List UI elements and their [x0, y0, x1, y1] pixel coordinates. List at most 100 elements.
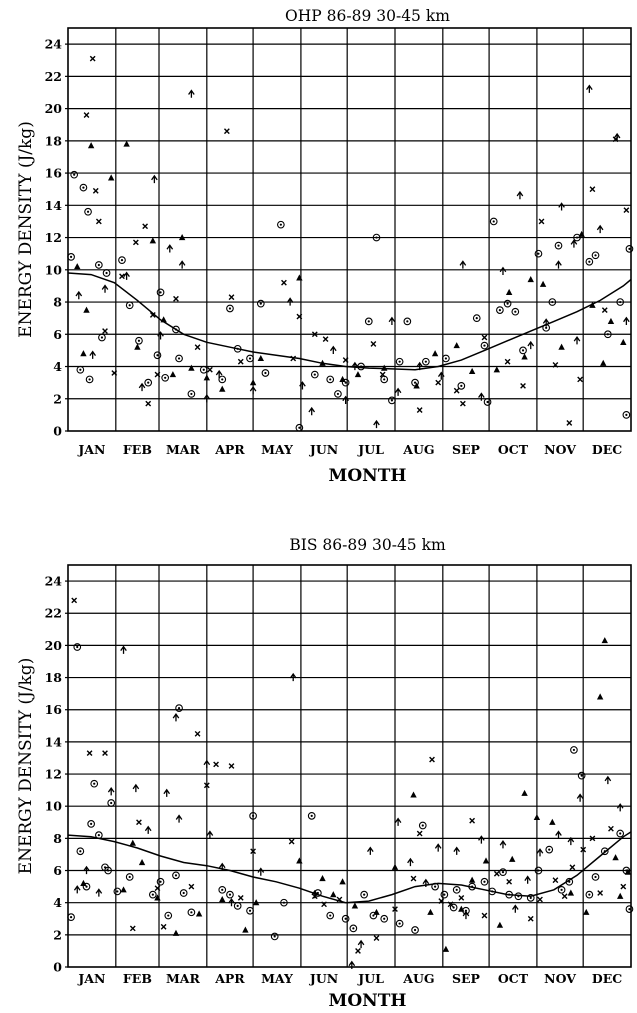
ohp-point-circle-dot — [98, 333, 106, 342]
ohp-point-circle-dot-ring — [187, 390, 196, 398]
ohp-point-cross — [223, 128, 230, 135]
bis-point-arrow — [524, 875, 531, 884]
ohp-point-arrow — [151, 174, 158, 184]
ohp-point-circle-dot-ring — [483, 398, 492, 406]
ohp-month-label: MAR — [166, 442, 201, 457]
ohp-point-cross — [520, 382, 526, 389]
ohp-point-circle-dot-dot — [444, 357, 448, 360]
bis-point-triangle — [496, 921, 504, 928]
bis-point-triangle — [624, 868, 632, 875]
ohp-plot-frame — [67, 27, 632, 432]
bis-point-arrow — [172, 713, 180, 722]
ohp-point-arrow — [286, 297, 294, 306]
bis-point-cross — [250, 848, 256, 855]
ohp-point-circle-dot-ring — [153, 351, 162, 360]
bis-point-arrow — [203, 759, 211, 768]
ohp-point-triangle — [578, 230, 585, 237]
ohp-point-triangle — [493, 366, 501, 373]
bis-point-circle-dot — [369, 911, 378, 920]
ohp-point-circle-dot-ring — [310, 370, 319, 379]
bis-point-circle-dot — [125, 873, 134, 881]
ohp-ytick-label: 16 — [45, 166, 63, 181]
ohp-point-cross — [83, 112, 90, 118]
ohp-point-circle-dot-ring — [295, 423, 304, 432]
bis-point-circle-dot-ring — [625, 905, 634, 913]
bis-point-cross — [429, 756, 435, 763]
bis-point-circle-dot-dot — [248, 909, 252, 912]
ohp-point-circle-dot — [85, 375, 94, 384]
ohp-point-arrow — [178, 260, 186, 269]
bis-point-triangle — [549, 818, 556, 825]
ohp-point-circle-dot — [310, 370, 319, 379]
bis-point-circle-dot-dot — [628, 908, 631, 911]
ohp-point-cross — [296, 313, 303, 320]
bis-point-circle-dot-ring — [104, 866, 112, 875]
ohp-point-circle-dot-dot — [498, 309, 501, 312]
ohp-point-circle-dot-ring — [548, 298, 557, 306]
ohp-month-label: AUG — [402, 442, 434, 457]
ohp-point-cross — [95, 218, 102, 225]
bis-point-circle-dot — [148, 890, 157, 899]
ohp-point-circle-dot-dot — [177, 357, 181, 360]
ohp-point-circle-dot-dot — [228, 307, 232, 310]
bis-point-triangle — [242, 926, 249, 933]
ohp-point-circle-dot-dot — [164, 376, 167, 379]
ohp-point-circle-dot-ring — [144, 378, 153, 387]
ohp-point-circle-dot — [144, 378, 153, 387]
bis-point-circle-dot-ring — [452, 885, 461, 894]
ohp-point-arrow — [388, 316, 396, 325]
ohp-point-circle-dot — [102, 269, 111, 277]
ohp-point-cross — [149, 312, 156, 318]
bis-point-circle-dot-dot — [167, 914, 170, 917]
ohp-point-triangle — [178, 234, 186, 241]
ohp-point-circle-dot-ring — [480, 341, 489, 350]
ohp-point-circle-dot — [175, 354, 183, 363]
bis-point-circle-dot-ring — [526, 894, 535, 902]
bis-point-circle-dot-dot — [529, 896, 532, 899]
bis-point-cross — [620, 883, 627, 890]
bis-point-cross — [447, 901, 454, 908]
bis-point-cross — [136, 819, 142, 826]
ohp-point-circle-dot — [277, 220, 285, 229]
bis-point-arrow — [175, 814, 183, 823]
bis-point-cross — [481, 912, 488, 919]
bis-point-circle-dot-dot — [69, 916, 73, 919]
ohp-point-triangle — [527, 275, 534, 283]
ohp-point-circle-dot — [153, 351, 162, 360]
bis-point-circle-dot — [82, 882, 91, 891]
bis-point-cross — [458, 894, 465, 901]
ohp-point-cross — [322, 336, 329, 343]
ohp-point-arrow — [437, 371, 445, 380]
ohp-point-circle-dot-dot — [128, 304, 131, 307]
bis-point-cross — [288, 838, 295, 845]
bis-point-triangle — [583, 908, 590, 915]
bis-point-circle-dot — [179, 889, 188, 897]
ohp-point-cross — [119, 273, 125, 280]
ohp-point-circle-dot-dot — [545, 326, 548, 329]
ohp-point-circle-dot-ring — [364, 317, 373, 326]
bis-point-triangle — [138, 858, 146, 866]
ohp-point-arrow — [542, 318, 550, 327]
ohp-point-triangle — [505, 288, 513, 295]
bis-ytick-label: 16 — [45, 702, 63, 717]
ohp-point-circle-dot-dot — [460, 384, 463, 387]
ohp-point-triangle — [381, 364, 388, 371]
bis-point-circle-dot-ring — [218, 885, 227, 894]
bis-point-circle-dot-dot — [413, 928, 417, 932]
ohp-month-label: SEP — [452, 442, 481, 457]
ohp-point-cross — [435, 379, 442, 386]
ohp-point-circle-dot-dot — [159, 291, 162, 294]
ohp-point-circle-dot-ring — [489, 217, 498, 226]
bis-point-cross — [154, 885, 161, 892]
bis-point-triangle — [296, 857, 303, 864]
ohp-point-triangle — [249, 379, 257, 386]
bis-ytick-label: 2 — [53, 927, 62, 942]
ohp-point-circle-dot-dot — [313, 373, 316, 376]
bis-point-circle-dot-dot — [76, 645, 79, 649]
ohp-point-cross — [552, 362, 559, 368]
bis-point-circle-dot-dot — [110, 801, 113, 805]
bis-point-triangle — [442, 945, 450, 952]
bis-point-circle-dot-ring — [585, 890, 594, 899]
ohp-point-arrow — [157, 331, 164, 340]
ohp-point-circle-dot-dot — [298, 426, 301, 429]
